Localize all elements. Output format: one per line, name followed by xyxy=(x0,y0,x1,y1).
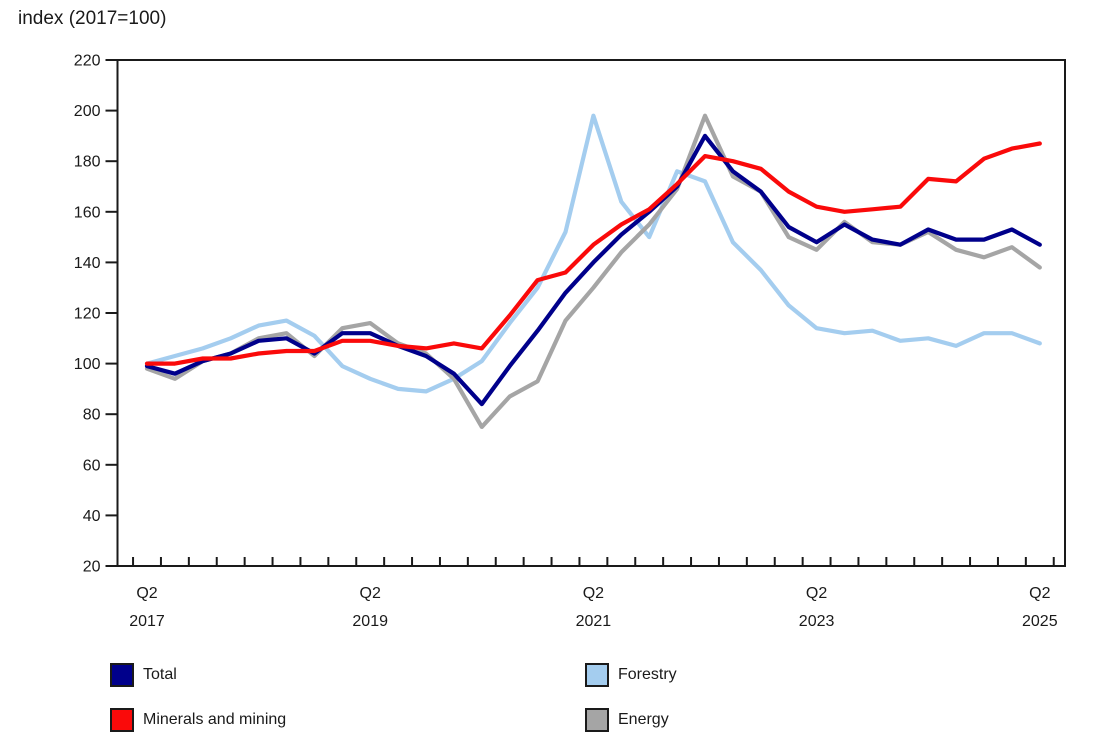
y-tick-label: 40 xyxy=(83,508,101,525)
y-tick-label: 20 xyxy=(83,559,101,576)
legend-item-forestry: Forestry xyxy=(585,663,677,687)
y-tick-label: 220 xyxy=(74,53,101,70)
legend-item-total: Total xyxy=(110,663,177,687)
x-tick-label-year: 2023 xyxy=(799,613,835,630)
x-tick-label-quarter: Q2 xyxy=(806,585,827,602)
legend-swatch-total xyxy=(110,663,134,687)
x-tick-label-quarter: Q2 xyxy=(583,585,604,602)
x-tick-label-quarter: Q2 xyxy=(136,585,157,602)
series-line-forestry xyxy=(144,113,1042,394)
y-tick-label: 140 xyxy=(74,255,101,272)
legend-swatch-energy xyxy=(585,708,609,732)
line-chart: 220 200 180 160 140 120 100 80 60 40 20 Q2 2017 Q2 201… xyxy=(74,53,1066,630)
y-tick-label: 120 xyxy=(74,306,101,323)
legend-item-minerals-and-mining: Minerals and mining xyxy=(110,708,286,732)
x-tick-label-year: 2017 xyxy=(129,613,165,630)
series-line-minerals-and-mining xyxy=(144,141,1042,366)
x-tick-label-quarter: Q2 xyxy=(1029,585,1050,602)
y-tick-label: 160 xyxy=(74,204,101,221)
x-tick-label-quarter: Q2 xyxy=(360,585,381,602)
chart-title: index (2017=100) xyxy=(18,8,167,29)
legend-label-total: Total xyxy=(143,666,177,683)
legend-label-forestry: Forestry xyxy=(618,666,677,683)
y-tick-label: 180 xyxy=(74,154,101,171)
series-line-energy xyxy=(144,113,1042,429)
plot-frame xyxy=(116,59,1066,567)
legend-swatch-minerals-and-mining xyxy=(110,708,134,732)
legend-label-energy: Energy xyxy=(618,711,669,728)
y-tick-label: 200 xyxy=(74,103,101,120)
legend-swatch-forestry xyxy=(585,663,609,687)
y-tick-label: 100 xyxy=(74,356,101,373)
series-line-total xyxy=(144,133,1042,407)
y-tick-label: 60 xyxy=(83,457,101,474)
x-tick-label-year: 2019 xyxy=(352,613,388,630)
y-tick-label: 80 xyxy=(83,407,101,424)
legend-item-energy: Energy xyxy=(585,708,669,732)
x-tick-label-year: 2021 xyxy=(576,613,612,630)
legend-label-minerals-and-mining: Minerals and mining xyxy=(143,711,287,728)
x-tick-label-year: 2025 xyxy=(1022,613,1058,630)
